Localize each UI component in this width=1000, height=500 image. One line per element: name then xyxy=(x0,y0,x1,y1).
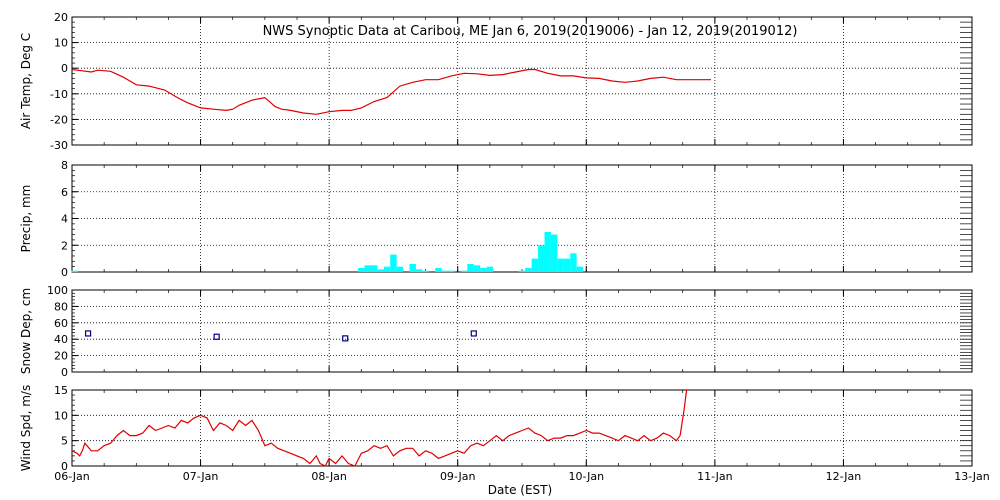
y-tick-label: 20 xyxy=(54,350,68,363)
precip-bar xyxy=(415,269,423,272)
precip-bar xyxy=(370,265,378,272)
precip-bar xyxy=(570,253,577,272)
precip-bar xyxy=(435,267,442,272)
precip-bar xyxy=(518,270,526,272)
y-tick-label: 8 xyxy=(61,159,68,172)
y-axis-label: Air Temp, Deg C xyxy=(19,33,33,129)
snow-depth-marker xyxy=(84,330,92,337)
x-tick-label: 13-Jan xyxy=(954,470,990,483)
y-tick-label: 60 xyxy=(54,317,68,330)
panel-wind: 15 10 5 0 Wind Spd, m/s 06-Jan 07-Jan 08-Jan 09-… xyxy=(19,384,990,483)
chart-title: NWS Synoptic Data at Caribou, ME Jan 6, … xyxy=(263,24,798,39)
precip-bar xyxy=(486,266,494,272)
precip-bar xyxy=(460,270,468,272)
precip-bar xyxy=(422,270,429,272)
plot-frame xyxy=(71,289,973,373)
x-tick-label: 10-Jan xyxy=(569,470,605,483)
y-tick-label: 0 xyxy=(61,62,68,75)
precip-bar xyxy=(538,245,545,272)
y-tick-label: 40 xyxy=(54,333,68,346)
precip-bar xyxy=(467,263,474,272)
panel-precip: 8 6 4 2 0 Precip, mm xyxy=(19,159,973,279)
y-tick-label: 80 xyxy=(54,300,68,313)
x-tick-label: 07-Jan xyxy=(183,470,219,483)
precip-bar xyxy=(480,267,487,272)
y-axis-label: Wind Spd, m/s xyxy=(19,385,33,471)
y-tick-label: 5 xyxy=(61,435,68,448)
y-tick-label: -20 xyxy=(50,113,68,126)
snow-depth-marker xyxy=(213,333,220,340)
y-tick-label: -30 xyxy=(50,139,68,152)
precip-bar xyxy=(448,270,455,272)
panel-air_temp: 20 10 0 -10 -20 -30 Air Temp, Deg C xyxy=(19,11,973,152)
precip-bar xyxy=(441,270,449,272)
x-tick-label: 06-Jan xyxy=(54,470,90,483)
precip-bar xyxy=(377,269,384,272)
y-tick-label: 0 xyxy=(61,460,68,473)
y-axis-label: Snow Dep, cm xyxy=(19,288,33,374)
plot-frame xyxy=(71,389,973,467)
precip-bar xyxy=(525,267,532,272)
x-tick-label: 11-Jan xyxy=(697,470,733,483)
y-tick-label: 15 xyxy=(54,384,68,397)
precip-bar xyxy=(531,258,539,272)
y-tick-label: 20 xyxy=(54,11,68,24)
precip-bar xyxy=(396,266,404,272)
y-tick-label: 2 xyxy=(61,239,68,252)
precip-bar xyxy=(358,267,365,272)
series-line-wind xyxy=(71,389,688,467)
x-tick-label: 09-Jan xyxy=(440,470,476,483)
snow-depth-marker xyxy=(470,330,477,337)
precip-bar xyxy=(576,266,584,272)
y-axis-label: Precip, mm xyxy=(19,185,33,253)
y-tick-label: -10 xyxy=(50,88,68,101)
precip-bar xyxy=(383,266,391,272)
y-tick-label: 10 xyxy=(54,409,68,422)
precip-bar xyxy=(544,231,551,272)
y-tick-label: 0 xyxy=(61,266,68,279)
x-tick-label: 12-Jan xyxy=(826,470,862,483)
precip-bar xyxy=(390,254,397,272)
series-line-air_temp xyxy=(71,68,711,115)
precip-bar xyxy=(557,258,564,272)
x-axis-label: Date (EST) xyxy=(488,483,552,497)
y-tick-label: 4 xyxy=(61,213,68,226)
snow-depth-marker xyxy=(342,335,349,342)
y-tick-label: 0 xyxy=(61,366,68,379)
precip-bar xyxy=(550,234,558,272)
y-tick-label: 6 xyxy=(61,186,68,199)
precip-bar xyxy=(563,258,571,272)
precip-bar xyxy=(71,270,78,272)
y-tick-label: 100 xyxy=(47,284,68,297)
x-tick-label: 08-Jan xyxy=(311,470,347,483)
y-tick-label: 10 xyxy=(54,37,68,50)
precip-bar xyxy=(473,265,481,272)
precip-bar xyxy=(409,263,416,272)
precip-bar xyxy=(364,265,371,272)
panel-snow_depth: 100 80 60 40 20 0 Snow Dep, cm xyxy=(19,284,973,379)
